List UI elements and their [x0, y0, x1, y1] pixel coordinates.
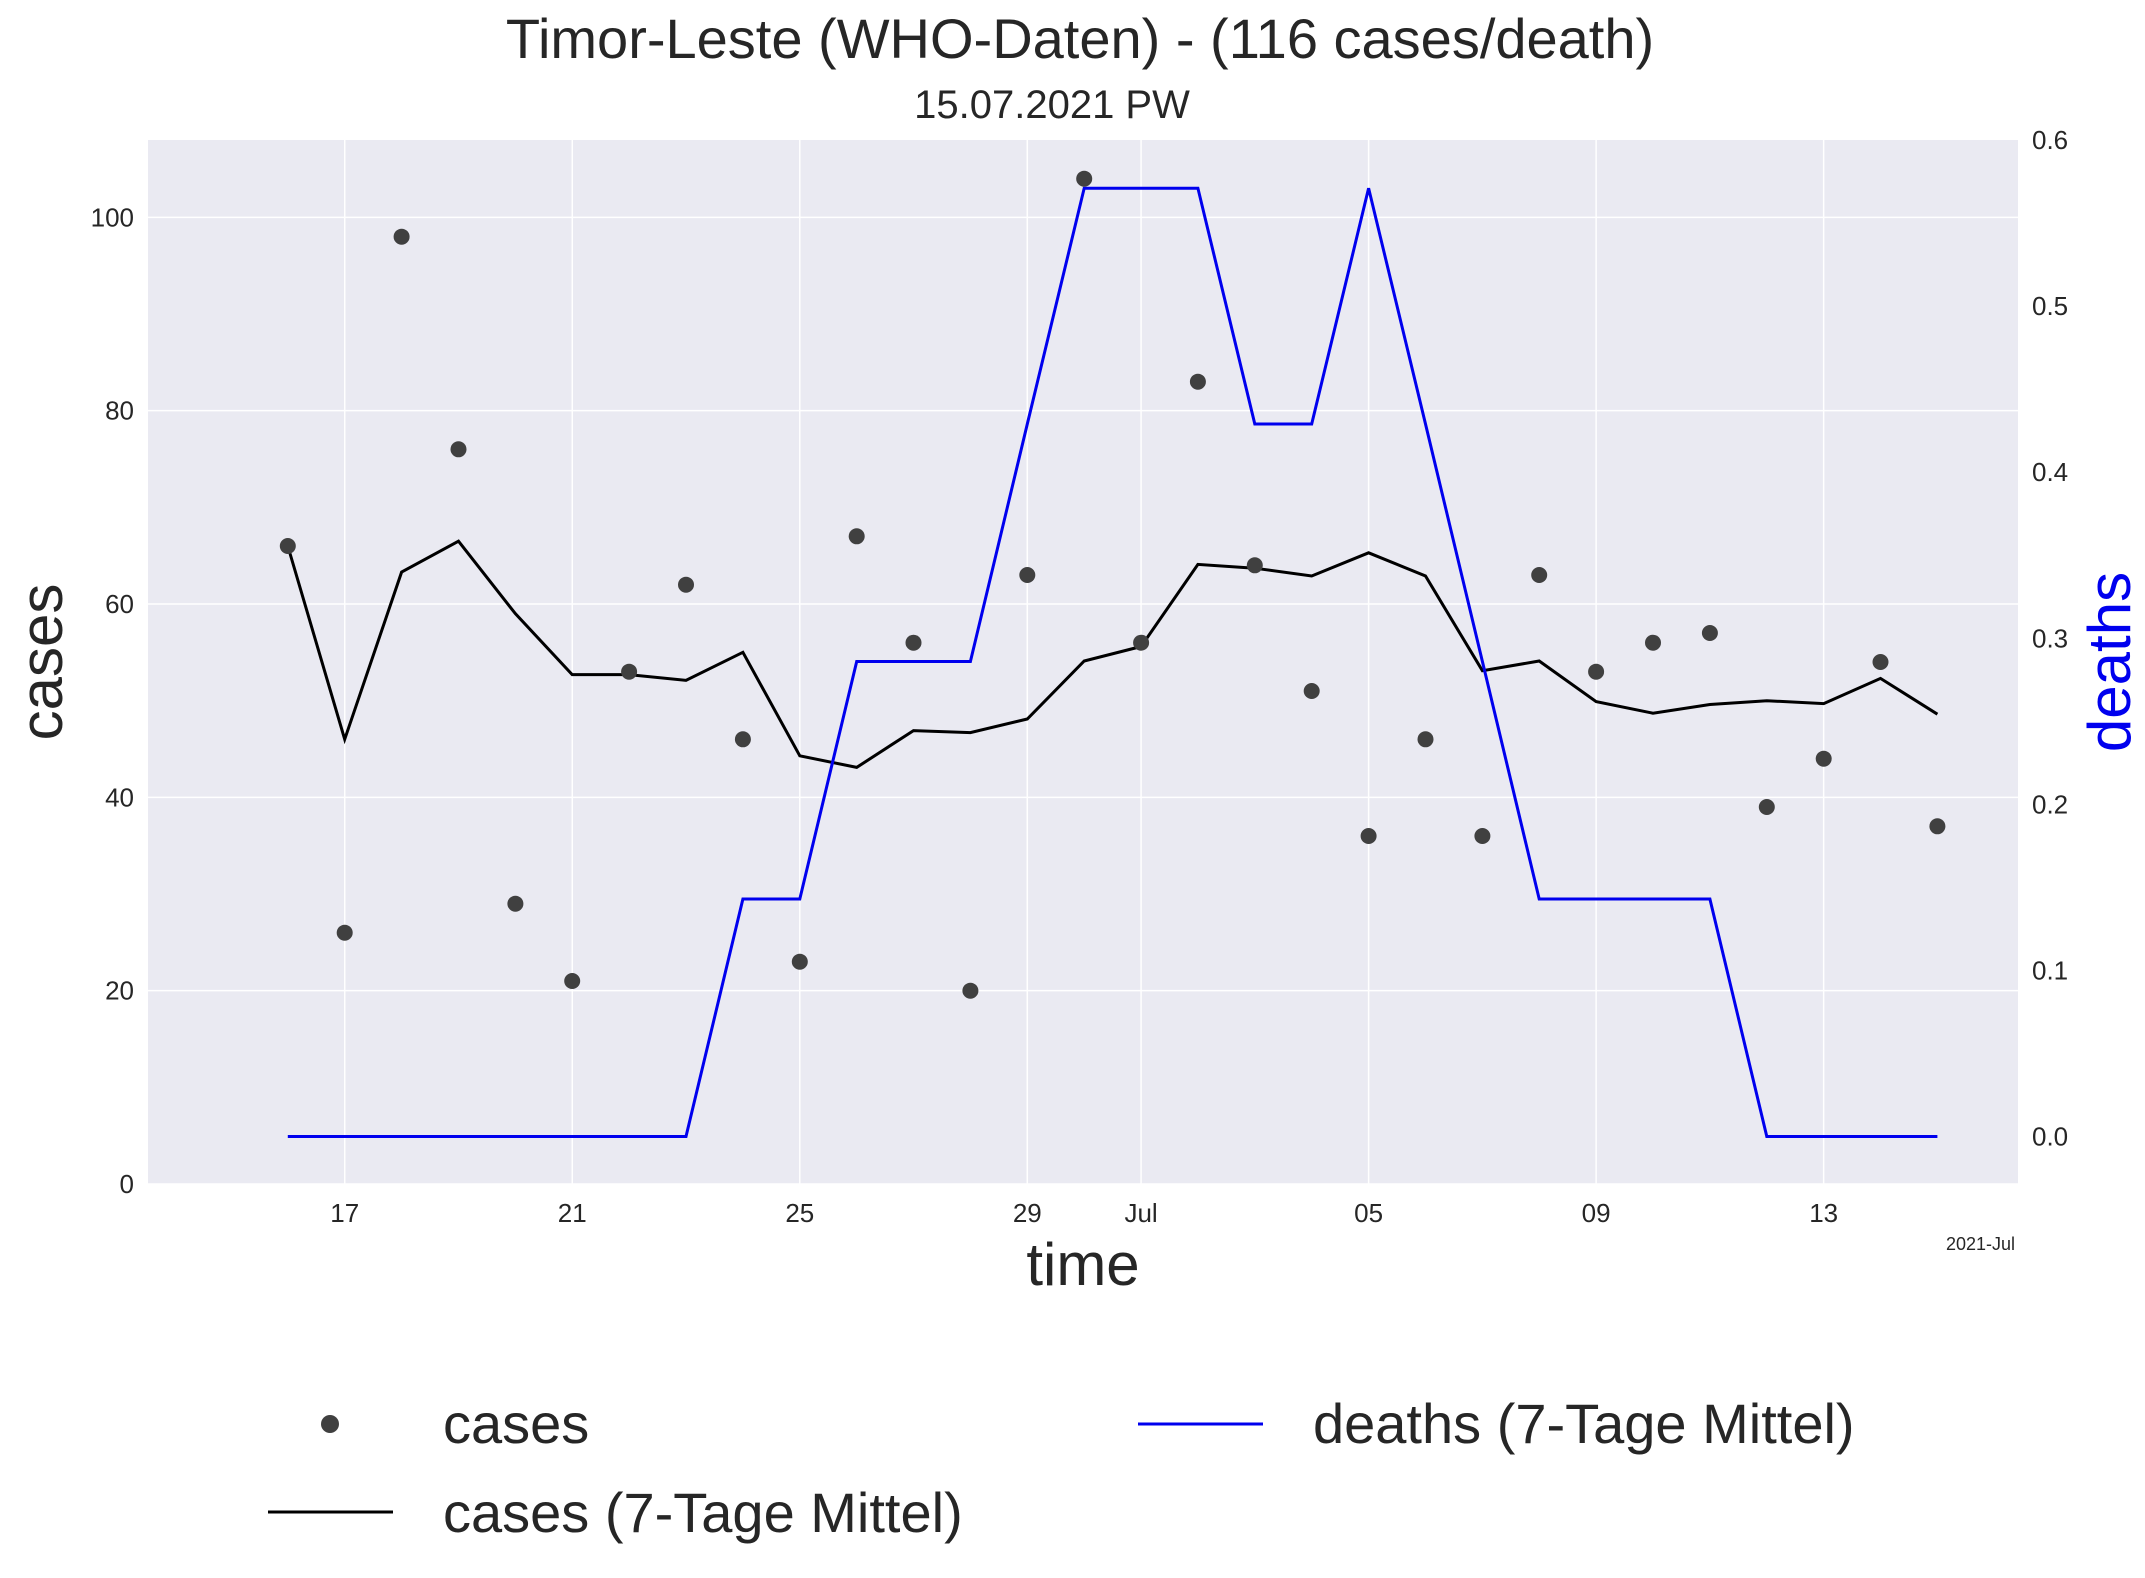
y2-tick-label: 0.1: [2032, 955, 2068, 985]
cases-point: [1645, 634, 1661, 651]
x-tick-label: Jul: [1124, 1198, 1157, 1228]
cases-point: [791, 953, 808, 970]
y-axis-ticks: 0 20 40 60 80 100: [91, 202, 134, 1199]
cases-point: [1133, 634, 1150, 651]
cases-point: [1076, 170, 1093, 187]
y2-axis-label: deaths: [2076, 572, 2143, 752]
y2-tick-label: 0.0: [2032, 1122, 2068, 1152]
x-tick-label: 25: [785, 1198, 814, 1228]
cases-point: [848, 528, 865, 545]
cases-point: [1701, 625, 1718, 641]
cases-point: [1929, 818, 1946, 835]
cases-point: [1531, 567, 1548, 583]
cases-point: [621, 663, 638, 680]
cases-point: [564, 973, 581, 989]
cases-point: [336, 924, 353, 941]
cases-point: [1417, 731, 1434, 748]
x-tick-label: 09: [1582, 1198, 1611, 1228]
chart-subtitle: 15.07.2021 PW: [914, 83, 1190, 127]
y-tick-label: 20: [105, 976, 134, 1006]
cases-point: [678, 576, 694, 593]
legend-entry-cases-avg: cases (7-Tage Mittel): [268, 1481, 963, 1544]
cases-point: [962, 982, 979, 999]
y-tick-label: 100: [91, 202, 134, 232]
x-tick-label: 05: [1354, 1198, 1383, 1228]
legend-label-cases-avg: cases (7-Tage Mittel): [443, 1481, 963, 1544]
y-tick-label: 0: [120, 1169, 134, 1199]
x-tick-label: 17: [330, 1198, 359, 1228]
cases-point: [1588, 663, 1605, 680]
legend-label-deaths-avg: deaths (7-Tage Mittel): [1313, 1392, 1855, 1455]
cases-point: [1019, 567, 1036, 583]
x-axis-ticks: 17 21 25 29 Jul 05 09 13: [330, 1198, 1838, 1228]
series-line-deaths-7-tage-mittel: [287, 186, 1938, 1138]
cases-point: [905, 634, 922, 651]
cases-point: [1189, 373, 1206, 390]
cases-point: [1303, 683, 1320, 699]
y2-tick-label: 0.4: [2032, 457, 2068, 487]
x-axis-label: time: [1026, 1231, 1139, 1298]
cases-point: [1815, 750, 1832, 767]
y2-tick-label: 0.3: [2032, 623, 2068, 653]
x-tick-label: 29: [1013, 1198, 1042, 1228]
series-line-cases-7-tage-mittel: [286, 539, 1939, 769]
chart-marks: [279, 170, 1946, 1138]
y2-tick-label: 0.6: [2032, 125, 2068, 155]
chart-title: Timor-Leste (WHO-Daten) - (116 cases/dea…: [506, 7, 1654, 70]
y-tick-label: 80: [105, 396, 134, 426]
x-offset-label: 2021-Jul: [1946, 1234, 2015, 1254]
cases-point: [279, 538, 296, 554]
legend: cases cases (7-Tage Mittel) deaths (7-Ta…: [268, 1392, 1855, 1544]
legend-entry-cases: cases: [321, 1392, 589, 1455]
y2-tick-label: 0.2: [2032, 789, 2068, 819]
cases-point: [393, 228, 410, 245]
cases-point: [507, 895, 524, 912]
x-tick-label: 21: [558, 1198, 587, 1228]
cases-point: [1872, 654, 1889, 670]
grid: [148, 140, 2018, 1185]
cases-point: [450, 441, 467, 458]
cases-point: [1474, 828, 1491, 844]
y-tick-label: 60: [105, 589, 134, 619]
legend-marker-cases: [321, 1415, 339, 1433]
legend-label-cases: cases: [443, 1392, 589, 1455]
cases-point: [1246, 557, 1263, 574]
legend-entry-deaths-avg: deaths (7-Tage Mittel): [1138, 1392, 1855, 1455]
y2-tick-label: 0.5: [2032, 291, 2068, 321]
cases-point: [1758, 799, 1775, 815]
cases-point: [1360, 828, 1377, 844]
y2-axis-ticks: 0.0 0.1 0.2 0.3 0.4 0.5 0.6: [2032, 125, 2068, 1152]
y-tick-label: 40: [105, 782, 134, 812]
x-tick-label: 13: [1809, 1198, 1838, 1228]
y-axis-label: cases: [8, 584, 75, 741]
cases-point: [734, 731, 751, 748]
